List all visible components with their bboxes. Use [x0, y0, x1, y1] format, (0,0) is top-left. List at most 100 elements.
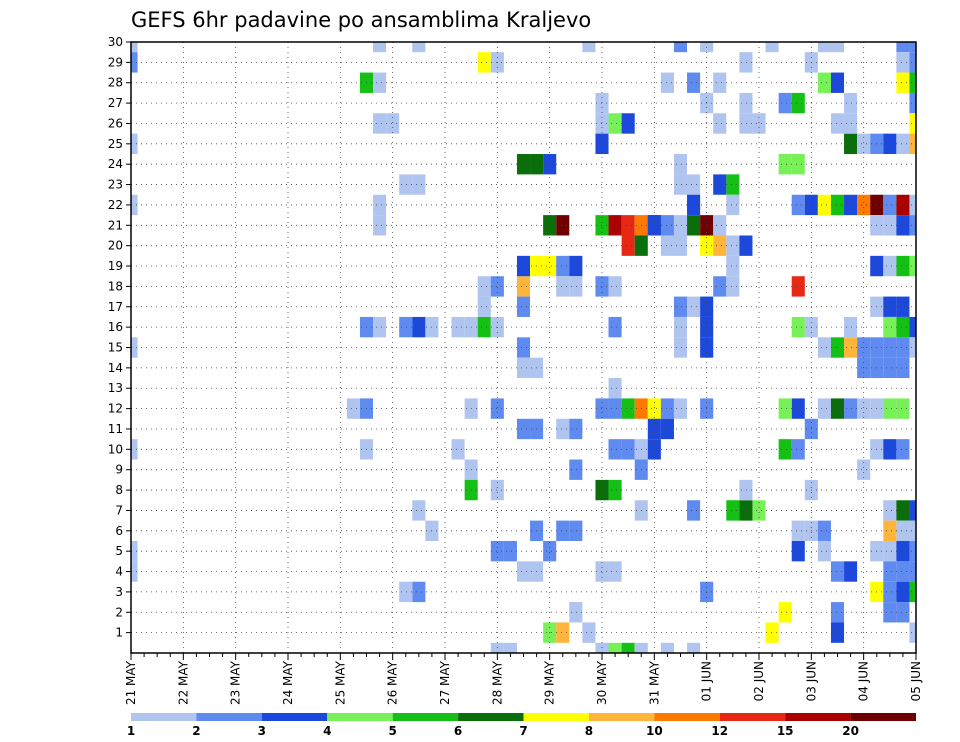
- colorbar-label: 5: [388, 724, 396, 738]
- heatmap-cell: [516, 357, 531, 379]
- y-tick-label: 13: [108, 381, 123, 395]
- colorbar-swatch: [327, 713, 393, 721]
- heatmap-cell: [817, 398, 831, 419]
- heatmap-cell: [647, 439, 661, 460]
- heatmap-cell: [373, 42, 387, 53]
- heatmap-cell: [516, 337, 531, 358]
- heatmap-cell: [673, 215, 688, 236]
- heatmap-cell: [687, 500, 701, 521]
- heatmap-cell: [883, 520, 897, 541]
- heatmap-cell: [857, 133, 871, 155]
- colorbar-label: 3: [258, 724, 266, 738]
- heatmap-cell: [883, 540, 897, 562]
- heatmap-cell: [608, 378, 622, 399]
- heatmap-cell: [857, 398, 871, 419]
- heatmap-cell: [412, 581, 426, 603]
- heatmap-cell: [673, 235, 688, 256]
- heatmap-cell: [608, 439, 622, 460]
- colorbar-legend: 1 2 3 4 5 6 7 8 10 12 15 20: [127, 713, 916, 738]
- heatmap-cell: [673, 337, 688, 358]
- heatmap-cell: [131, 133, 138, 155]
- heatmap-cell: [909, 622, 916, 643]
- heatmap-cell: [687, 296, 701, 317]
- heatmap-cell: [896, 215, 910, 236]
- heatmap-cell: [131, 561, 138, 582]
- x-tick-label: 31 MAY: [647, 660, 661, 705]
- heatmap-cell: [634, 642, 648, 653]
- y-axis: 1234567891011121314151617181920212223242…: [108, 35, 131, 640]
- colorbar-label: 2: [192, 724, 200, 738]
- heatmap-cell: [817, 520, 831, 541]
- heatmap-cell: [909, 337, 916, 358]
- x-tick-label: 03 JUN: [804, 661, 818, 701]
- heatmap-cell: [909, 500, 916, 521]
- heatmap-cell: [131, 194, 138, 216]
- colorbar-swatch: [654, 713, 720, 721]
- heatmap-cell: [896, 540, 910, 562]
- x-tick-label: 21 MAY: [124, 660, 138, 705]
- heatmap-cell: [687, 642, 701, 653]
- heatmap-cell: [726, 276, 740, 297]
- heatmap-cell: [817, 337, 831, 358]
- y-tick-label: 20: [108, 239, 123, 253]
- heatmap-cell: [739, 52, 753, 73]
- heatmap-cell: [660, 398, 674, 419]
- heatmap-cell: [883, 133, 897, 155]
- colorbar-swatch: [523, 713, 589, 721]
- heatmap-cell: [844, 194, 858, 216]
- heatmap-cell: [791, 92, 805, 114]
- heatmap-cell: [131, 42, 138, 53]
- x-tick-label: 28 MAY: [490, 660, 504, 705]
- y-tick-label: 6: [115, 524, 123, 538]
- heatmap-cell: [909, 540, 916, 562]
- y-tick-label: 28: [108, 76, 123, 90]
- heatmap-cell: [490, 276, 504, 297]
- heatmap-cell: [399, 174, 413, 195]
- heatmap-cell: [739, 92, 753, 114]
- x-tick-label: 30 MAY: [595, 660, 609, 705]
- heatmap-cell: [503, 540, 517, 562]
- heatmap-cell: [791, 439, 805, 460]
- heatmap-cell: [556, 276, 570, 297]
- heatmap-cell: [490, 540, 504, 562]
- y-tick-label: 10: [108, 442, 123, 456]
- heatmap-cell: [543, 215, 557, 236]
- heatmap-cell: [131, 439, 138, 460]
- heatmap-cell: [844, 113, 858, 134]
- heatmap-cell: [713, 72, 727, 93]
- heatmap-cell: [909, 52, 916, 73]
- colorbar-swatch: [261, 713, 328, 721]
- heatmap-cell: [896, 602, 910, 623]
- heatmap-cell: [582, 622, 596, 643]
- heatmap-cell: [660, 418, 674, 440]
- heatmap-cell: [412, 316, 426, 338]
- heatmap-cell: [386, 113, 400, 134]
- x-tick-label: 01 JUN: [700, 661, 714, 701]
- heatmap-cell: [346, 398, 360, 419]
- x-tick-label: 26 MAY: [386, 660, 400, 705]
- heatmap-cell: [516, 276, 531, 297]
- colorbar-label: 20: [842, 724, 859, 738]
- heatmap-cell: [621, 215, 635, 236]
- heatmap-cell: [896, 42, 910, 53]
- colorbar-label: 4: [323, 724, 331, 738]
- y-tick-label: 7: [115, 503, 123, 517]
- x-tick-label: 22 MAY: [176, 660, 190, 705]
- heatmap-cell: [660, 235, 674, 256]
- heatmap-cell: [608, 113, 622, 134]
- y-tick-label: 27: [108, 96, 123, 110]
- heatmap-cell: [883, 337, 897, 358]
- heatmap-cell: [883, 561, 897, 582]
- y-tick-label: 12: [108, 402, 123, 416]
- heatmap-cell: [621, 113, 635, 134]
- heatmap-cell: [373, 113, 387, 134]
- heatmap-cell: [830, 72, 845, 93]
- colorbar-swatch: [392, 713, 459, 721]
- heatmap-cell: [412, 500, 426, 521]
- heatmap-cell: [844, 92, 858, 114]
- heatmap-cell: [830, 622, 845, 643]
- heatmap-cell: [687, 174, 701, 195]
- heatmap-cell: [883, 398, 897, 419]
- heatmap-cell: [490, 479, 504, 501]
- heatmap-cell: [778, 398, 792, 419]
